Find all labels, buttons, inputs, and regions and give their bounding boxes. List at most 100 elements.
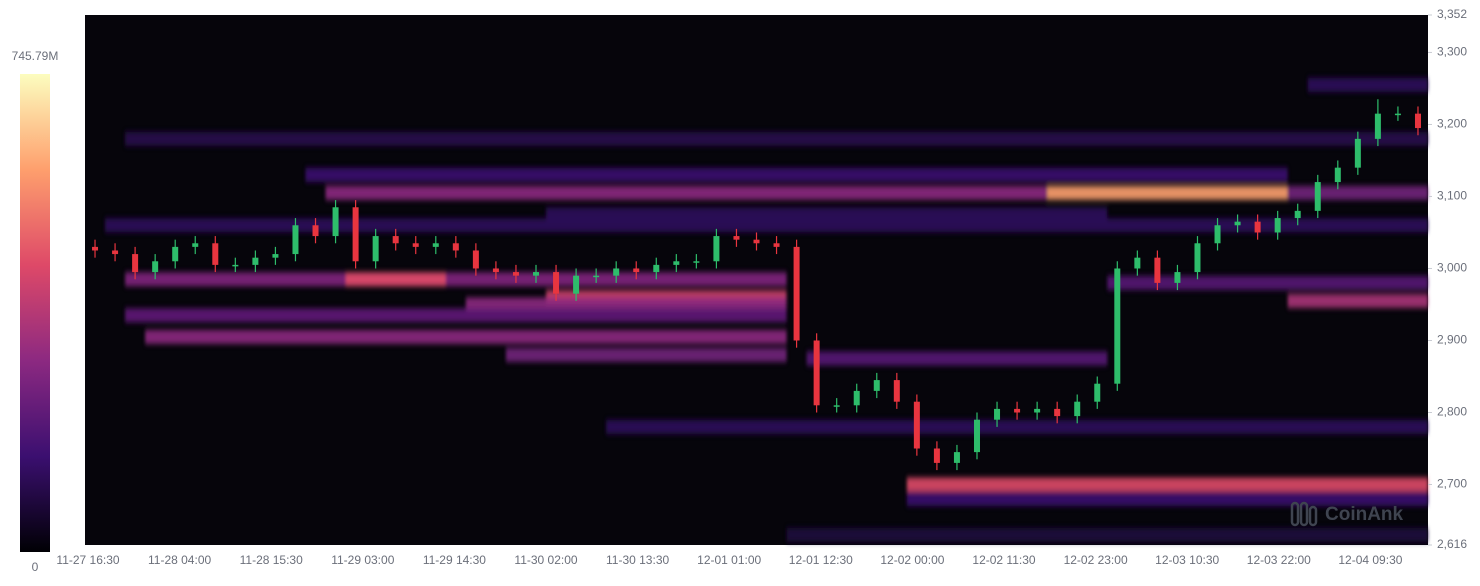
heat-band [1307,77,1428,92]
x-tick-label: 12-01 12:30 [789,553,853,567]
candle-body [1314,182,1321,211]
candle-body [593,275,600,278]
candle-body [1114,268,1121,384]
heat-band [1287,293,1428,308]
heat-band [505,347,787,362]
candle-body [733,236,740,240]
candle-body [994,408,1001,420]
candle-body [873,380,880,391]
candle-body [1294,210,1301,219]
candle-body [352,207,359,262]
x-tick-label: 12-03 22:00 [1247,553,1311,567]
candle-body [613,268,620,276]
candle-body [1034,408,1041,413]
colorbar [20,74,50,552]
candle-body [1354,138,1361,168]
candle-body [573,275,580,294]
heat-band [465,297,787,312]
x-tick-label: 12-04 09:30 [1338,553,1402,567]
candle-body [753,239,760,244]
heat-band [806,351,1108,366]
candle-body [1094,383,1101,402]
candle-body [953,452,960,463]
x-tick-label: 11-30 02:00 [514,553,577,567]
y-tick-label: 3,200 [1437,117,1467,131]
candle-body [1214,225,1221,244]
candle-body [833,405,840,407]
candle-body [232,264,239,267]
candle-body [653,264,660,273]
y-tick-label: 2,800 [1437,405,1467,419]
candle-body [472,250,479,269]
heat-band [1107,275,1428,290]
heat-band [125,308,787,323]
x-tick-label: 11-29 03:00 [331,553,394,567]
y-tick-label: 3,100 [1437,189,1467,203]
colorbar-label: 0 [32,560,39,574]
x-tick-label: 11-28 04:00 [148,553,211,567]
watermark-logo [1290,501,1318,527]
candle-body [132,254,139,273]
heat-band [305,167,1288,182]
x-tick-label: 11-30 13:30 [606,553,669,567]
candle-body [693,261,700,263]
candle-body [793,246,800,341]
y-tick-label: 2,616 [1437,537,1467,551]
candle-body [1014,408,1021,413]
candle-body [1054,408,1061,417]
candle-body [492,268,499,273]
candle-body [533,272,540,276]
candle-body [172,246,179,262]
candle-body [372,236,379,262]
candle-body [152,261,159,273]
candle-body [553,272,560,294]
candle-body [813,340,820,406]
candle-body [1334,167,1341,183]
candle-body [713,236,720,262]
candle-body [252,257,259,265]
candle-body [633,268,640,273]
candle-body [1374,113,1381,139]
candle-body [1154,257,1161,283]
candle-body [432,243,439,247]
candle-body [312,225,319,237]
y-tick-label: 2,700 [1437,477,1467,491]
heat-band [105,218,1428,233]
x-tick-label: 11-27 16:30 [56,553,119,567]
x-tick-label: 11-29 14:30 [423,553,486,567]
candle-body [1394,113,1401,116]
candle-body [913,401,920,449]
heat-band [1287,185,1428,200]
candle-body [773,243,780,247]
candle-body [92,246,99,251]
candle-body [1194,243,1201,273]
candle-body [1134,257,1141,269]
candle-body [893,380,900,402]
candle-body [452,243,459,251]
heat-band [906,477,1428,492]
watermark: CoinAnk [1325,504,1404,525]
heat-band [345,272,446,287]
x-tick-label: 12-02 23:00 [1064,553,1128,567]
candle-body [1234,221,1241,226]
x-tick-label: 12-01 01:00 [697,553,761,567]
heat-band [906,491,1428,506]
heat-band [125,131,1428,146]
heat-band [325,185,1048,200]
candle-body [412,243,419,247]
candle-body [292,225,299,255]
candle-body [392,236,399,244]
candle-body [1414,113,1421,129]
colorbar-label: 745.79M [12,49,59,63]
candle-body [512,272,519,276]
x-tick-label: 12-03 10:30 [1155,553,1219,567]
candle-body [1174,272,1181,283]
axes: 2,616 2,700 2,800 2,900 3,000 3,100 3,200 3,300… [56,7,1467,567]
heat-band [546,207,1108,222]
y-tick-label: 3,352 [1437,7,1467,21]
x-tick-label: 11-28 15:30 [240,553,303,567]
candle-body [112,250,119,255]
y-tick-label: 3,300 [1437,45,1467,59]
heatmap [105,77,1428,542]
candles [92,99,1421,471]
